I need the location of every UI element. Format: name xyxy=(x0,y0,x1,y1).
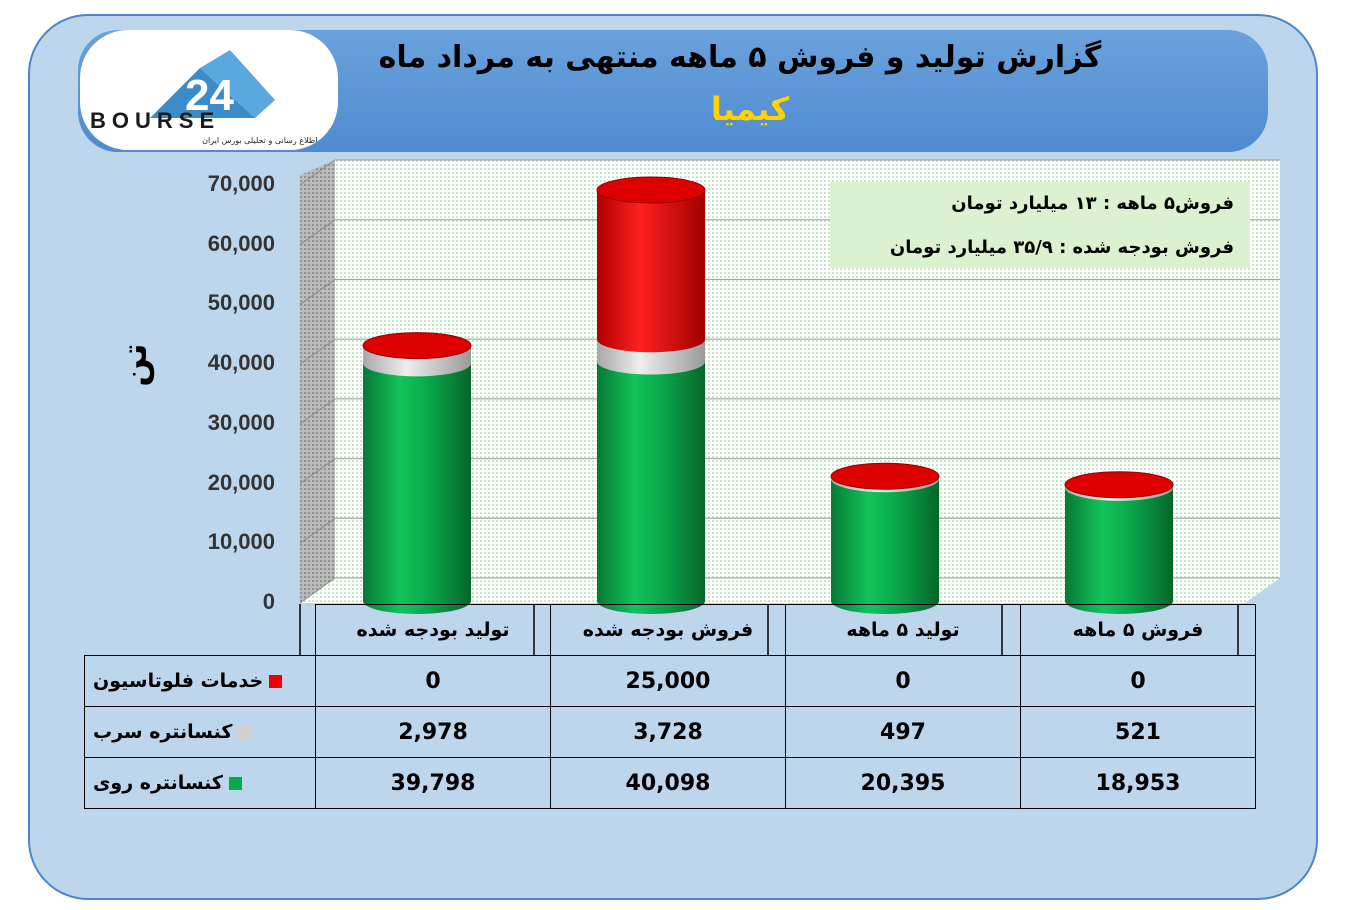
bar-stack xyxy=(362,332,472,614)
category-label: تولید ۵ ماهه xyxy=(785,604,1021,656)
gridline-side xyxy=(299,398,336,425)
bar-top-cap xyxy=(830,462,940,490)
table-row-lead: کنسانتره سرب 2,978 3,728 497 521 xyxy=(84,706,1256,758)
legend-entry-flotation: خدمات فلوتاسیون xyxy=(84,655,316,707)
gridline-side xyxy=(299,517,336,544)
table-corner xyxy=(85,605,316,656)
company-name: کیمیا xyxy=(710,90,790,128)
side-wall xyxy=(300,160,335,603)
y-tick-label: 60,000 xyxy=(207,230,275,256)
bars-layer xyxy=(299,176,1239,656)
data-label: 18,953 xyxy=(1020,757,1256,809)
gridline-side xyxy=(299,159,336,186)
series-name: کنسانتره روی xyxy=(93,772,223,794)
gridline-side xyxy=(299,338,336,365)
y-tick-label: 50,000 xyxy=(207,290,275,316)
bourse24-logo-icon: 24 BOURSE پایگاه اطلاع رسانی و تحلیلی بو… xyxy=(90,50,338,145)
bar-segment xyxy=(597,190,705,353)
category-label: فروش ۵ ماهه xyxy=(1020,604,1256,656)
bar-top-cap xyxy=(362,332,472,360)
bar-stack xyxy=(830,462,940,614)
data-label: 3,728 xyxy=(550,706,786,758)
sales-annotation: فروش۵ ماهه : ۱۳ میلیارد تومان فروش بودجه… xyxy=(830,182,1250,268)
data-label: 521 xyxy=(1020,706,1256,758)
logo: 24 BOURSE پایگاه اطلاع رسانی و تحلیلی بو… xyxy=(80,30,338,150)
series-name: کنسانتره سرب xyxy=(93,721,233,743)
legend-swatch xyxy=(269,675,283,688)
bar-top-cap xyxy=(596,176,706,204)
data-label: 0 xyxy=(1020,655,1256,707)
bar-segment xyxy=(597,361,705,614)
legend-entry-lead: کنسانتره سرب xyxy=(84,706,316,758)
category-label: فروش بودجه شده xyxy=(550,604,786,656)
bar-top-cap xyxy=(1064,471,1174,499)
y-tick-label: 70,000 xyxy=(207,171,275,196)
bar-stack xyxy=(596,176,706,614)
logo-tagline: پایگاه اطلاع رسانی و تحلیلی بورس ایران xyxy=(202,135,338,145)
gridline-side xyxy=(299,577,336,604)
data-label: 2,978 xyxy=(315,706,551,758)
data-label: 39,798 xyxy=(315,757,551,809)
table-header-row: تولید بودجه شده فروش بودجه شده تولید ۵ م… xyxy=(85,604,1256,656)
bar-stack xyxy=(1064,471,1174,614)
bar-segment xyxy=(363,363,471,614)
annotation-sales-5month: فروش۵ ماهه : ۱۳ میلیارد تومان xyxy=(951,193,1234,214)
y-tick-label: 10,000 xyxy=(207,529,275,555)
logo-brand: BOURSE xyxy=(90,108,220,133)
legend-swatch xyxy=(228,777,242,790)
floor xyxy=(300,578,1280,603)
data-table: تولید بودجه شده فروش بودجه شده تولید ۵ م… xyxy=(84,604,1256,809)
y-tick-label: 40,000 xyxy=(207,350,275,376)
data-label: 497 xyxy=(785,706,1021,758)
y-axis-label: تن xyxy=(115,343,155,387)
bar-segment xyxy=(831,479,939,614)
data-label: 0 xyxy=(315,655,551,707)
category-label: تولید بودجه شده xyxy=(315,604,551,656)
data-label: 0 xyxy=(785,655,1021,707)
y-tick-label: 20,000 xyxy=(207,469,275,495)
bar-segment xyxy=(1065,487,1173,614)
series-name: خدمات فلوتاسیون xyxy=(93,670,264,692)
table-row-flotation: خدمات فلوتاسیون 0 25,000 0 0 xyxy=(84,655,1256,707)
data-label: 40,098 xyxy=(550,757,786,809)
y-tick-label: 0 xyxy=(262,589,275,614)
gridline-side xyxy=(299,219,336,246)
page-title: گزارش تولید و فروش ۵ ماهه منتهی به مرداد… xyxy=(378,40,1102,75)
legend-swatch xyxy=(238,726,252,739)
table-row-zinc: کنسانتره روی 39,798 40,098 20,395 18,953 xyxy=(84,757,1256,809)
gridline-side xyxy=(299,279,336,305)
gridline-side xyxy=(299,458,336,484)
logo-number: 24 xyxy=(185,71,234,120)
annotation-sales-budget: فروش بودجه شده : ۳۵/۹ میلیارد تومان xyxy=(889,237,1234,258)
data-label: 25,000 xyxy=(550,655,786,707)
data-label: 20,395 xyxy=(785,757,1021,809)
legend-entry-zinc: کنسانتره روی xyxy=(84,757,316,809)
y-tick-label: 30,000 xyxy=(207,409,275,435)
